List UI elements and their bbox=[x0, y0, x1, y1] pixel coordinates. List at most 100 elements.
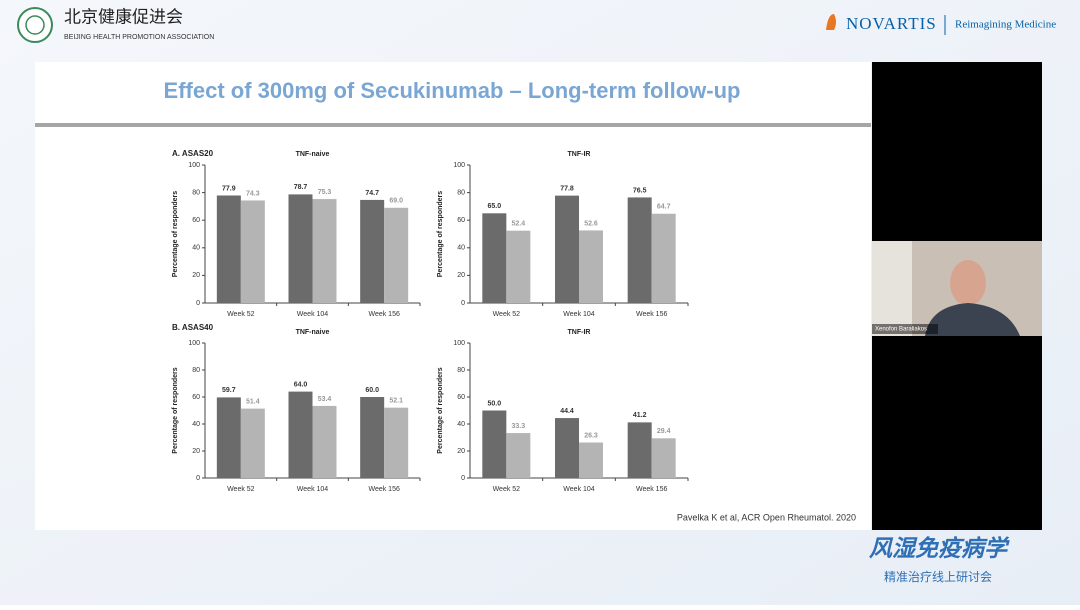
bar bbox=[240, 200, 265, 303]
bar bbox=[312, 405, 337, 478]
bar bbox=[216, 195, 241, 303]
citation: Pavelka K et al, ACR Open Rheumatol. 202… bbox=[677, 512, 856, 522]
data-label: 64.7 bbox=[657, 204, 671, 211]
org-name-cn: 北京健康促进会 bbox=[64, 7, 183, 26]
bar bbox=[555, 418, 579, 478]
y-tick-label: 40 bbox=[192, 245, 200, 252]
y-tick-label: 40 bbox=[457, 421, 465, 428]
y-tick-label: 100 bbox=[188, 340, 200, 347]
bar bbox=[384, 207, 409, 303]
bar bbox=[360, 397, 385, 478]
data-label: 74.7 bbox=[365, 190, 379, 197]
x-tick-label: Week 156 bbox=[368, 486, 399, 493]
brand-name: NOVARTIS bbox=[846, 14, 937, 33]
bar bbox=[579, 230, 603, 303]
chart-title: TNF-IR bbox=[568, 329, 591, 336]
y-tick-label: 60 bbox=[192, 217, 200, 224]
y-tick-label: 40 bbox=[457, 245, 465, 252]
x-tick-label: Week 104 bbox=[297, 486, 328, 493]
chart-title: TNF-IR bbox=[568, 151, 591, 158]
y-tick-label: 0 bbox=[461, 475, 465, 482]
x-tick-label: Week 156 bbox=[636, 311, 667, 318]
x-tick-label: Week 52 bbox=[493, 486, 521, 493]
x-tick-label: Week 156 bbox=[636, 486, 667, 493]
data-label: 51.4 bbox=[246, 398, 260, 405]
data-label: 59.7 bbox=[222, 387, 236, 394]
bar bbox=[360, 199, 385, 303]
y-tick-label: 20 bbox=[192, 448, 200, 455]
y-axis-label: Percentage of responders bbox=[172, 191, 179, 277]
bar bbox=[651, 213, 676, 303]
name-tag bbox=[872, 324, 938, 334]
bar bbox=[627, 197, 652, 303]
bar bbox=[216, 397, 241, 478]
bar bbox=[506, 230, 531, 303]
x-tick-label: Week 104 bbox=[297, 311, 328, 318]
x-tick-label: Week 52 bbox=[227, 311, 255, 318]
data-label: 77.8 bbox=[560, 185, 574, 192]
y-tick-label: 100 bbox=[188, 162, 200, 169]
x-tick-label: Week 104 bbox=[563, 486, 594, 493]
data-label: 65.0 bbox=[488, 203, 502, 210]
data-label: 77.9 bbox=[222, 185, 236, 192]
y-tick-label: 80 bbox=[457, 189, 465, 196]
y-tick-label: 100 bbox=[453, 340, 465, 347]
data-label: 52.1 bbox=[389, 398, 403, 405]
x-tick-label: Week 52 bbox=[493, 311, 521, 318]
bar bbox=[482, 213, 507, 303]
data-label: 60.0 bbox=[365, 387, 379, 394]
y-tick-label: 80 bbox=[192, 367, 200, 374]
y-tick-label: 60 bbox=[457, 394, 465, 401]
data-label: 78.7 bbox=[294, 184, 308, 191]
data-label: 64.0 bbox=[294, 381, 308, 388]
video-wall bbox=[872, 241, 912, 336]
participant-face bbox=[950, 260, 986, 306]
participant-name: Xenofon Baraliakos bbox=[875, 327, 927, 333]
y-tick-label: 0 bbox=[461, 300, 465, 307]
y-tick-label: 60 bbox=[192, 394, 200, 401]
bar bbox=[312, 199, 337, 303]
y-tick-label: 20 bbox=[457, 272, 465, 279]
bar bbox=[288, 194, 313, 303]
bar bbox=[627, 422, 652, 478]
panel-label: B. ASAS40 bbox=[172, 323, 214, 332]
y-axis-label: Percentage of responders bbox=[437, 367, 444, 453]
bar bbox=[482, 410, 507, 478]
y-tick-label: 0 bbox=[196, 475, 200, 482]
chart-title: TNF-naive bbox=[296, 151, 330, 158]
data-label: 69.0 bbox=[389, 198, 403, 205]
y-tick-label: 40 bbox=[192, 421, 200, 428]
brand-tagline: Reimagining Medicine bbox=[955, 19, 1056, 31]
data-label: 75.3 bbox=[318, 189, 332, 196]
bar bbox=[384, 407, 409, 478]
org-name-en: BEIJING HEALTH PROMOTION ASSOCIATION bbox=[64, 34, 214, 41]
y-tick-label: 80 bbox=[457, 367, 465, 374]
data-label: 76.5 bbox=[633, 187, 647, 194]
x-tick-label: Week 104 bbox=[563, 311, 594, 318]
data-label: 44.4 bbox=[560, 408, 574, 415]
slide-title: Effect of 300mg of Secukinumab – Long-te… bbox=[164, 78, 741, 103]
bar bbox=[651, 438, 676, 478]
bar bbox=[506, 433, 531, 478]
bar bbox=[555, 195, 579, 303]
event-title: 风湿免疫病学 bbox=[869, 535, 1010, 561]
y-tick-label: 80 bbox=[192, 189, 200, 196]
bar bbox=[579, 442, 603, 478]
participant-body bbox=[925, 303, 1020, 336]
title-rule bbox=[35, 123, 871, 127]
data-label: 52.4 bbox=[512, 221, 526, 228]
data-label: 41.2 bbox=[633, 412, 647, 419]
bar bbox=[240, 408, 265, 478]
y-axis-label: Percentage of responders bbox=[172, 367, 179, 453]
y-axis-label: Percentage of responders bbox=[437, 191, 444, 277]
data-label: 52.6 bbox=[584, 220, 598, 227]
y-tick-label: 0 bbox=[196, 300, 200, 307]
x-tick-label: Week 156 bbox=[368, 311, 399, 318]
org-logo-inner bbox=[25, 15, 45, 35]
event-subtitle: 精准治疗线上研讨会 bbox=[884, 570, 992, 584]
brand-logo bbox=[826, 14, 836, 30]
y-tick-label: 20 bbox=[192, 272, 200, 279]
x-tick-label: Week 52 bbox=[227, 486, 255, 493]
org-logo bbox=[17, 7, 53, 43]
